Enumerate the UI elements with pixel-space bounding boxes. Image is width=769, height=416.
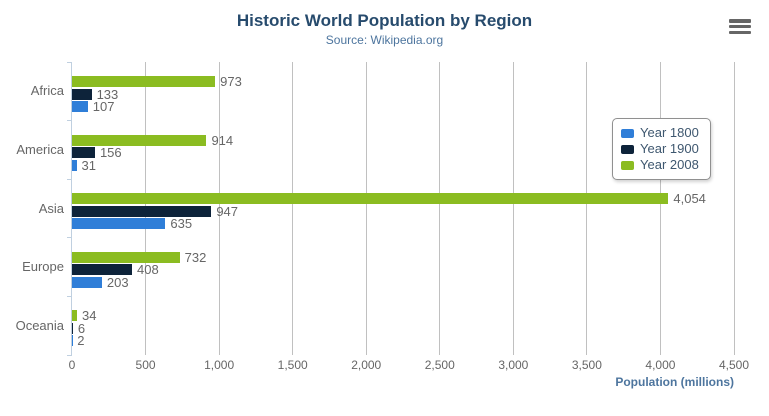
grid-line (218, 62, 220, 355)
data-label: 31 (81, 157, 97, 173)
y-axis-tick (67, 295, 72, 297)
grid-line (512, 62, 514, 355)
bar-year-2008[interactable] (72, 193, 669, 205)
x-axis-tick-label: 4,500 (718, 358, 750, 372)
grid-line (733, 62, 735, 355)
x-axis-tick-label: 500 (135, 358, 156, 372)
data-label: 133 (96, 86, 119, 102)
bar-year-1800[interactable] (72, 218, 166, 230)
hamburger-menu-icon (729, 30, 751, 34)
bar-year-2008[interactable] (72, 310, 77, 322)
bar-year-2008[interactable] (72, 251, 180, 263)
data-label: 4,054 (673, 191, 706, 207)
bar-year-2008[interactable] (72, 134, 207, 146)
y-axis-category-label: Oceania (15, 317, 64, 333)
data-label: 156 (99, 145, 122, 161)
chart-title: Historic World Population by Region (236, 11, 533, 30)
hamburger-menu-icon (729, 19, 751, 23)
data-label: 914 (211, 132, 234, 148)
x-axis-tick-label: 0 (68, 358, 76, 372)
y-axis-tick (67, 120, 72, 122)
y-axis-tick (67, 237, 72, 239)
data-label: 107 (92, 99, 115, 114)
x-axis-tick-label: 1,000 (204, 358, 235, 372)
grid-line (292, 62, 294, 355)
data-label: 973 (220, 74, 242, 89)
bar-year-1800[interactable] (72, 335, 73, 347)
data-label: 947 (216, 203, 239, 219)
context-menu-button[interactable] (729, 19, 751, 34)
data-label: 2 (77, 333, 85, 349)
legend: Year 1800 Year 1900 Year 2008 (612, 118, 711, 180)
legend-item-year-1800[interactable]: Year 1800 (621, 125, 699, 141)
data-label: 34 (82, 308, 97, 324)
y-axis-category-label: Asia (38, 200, 64, 216)
chart-subtitle: Source: Wikipedia.org (325, 33, 444, 47)
legend-label: Year 2008 (640, 157, 699, 172)
legend-item-year-2008[interactable]: Year 2008 (621, 157, 699, 173)
y-axis-line (71, 62, 72, 355)
x-axis-tick-label: 3,000 (498, 358, 529, 372)
y-axis-tick (67, 354, 72, 356)
bar-year-1900[interactable] (72, 147, 95, 159)
y-axis-category-label: Africa (30, 83, 64, 99)
y-axis-tick (67, 61, 72, 63)
grid-line (586, 62, 588, 355)
bar-year-1900[interactable] (72, 205, 212, 217)
legend-symbol (621, 144, 634, 154)
legend-symbol (621, 128, 634, 138)
x-axis-tick-label: 2,500 (424, 358, 455, 372)
data-label: 635 (170, 216, 193, 232)
x-axis-tick-label: 4,000 (645, 358, 676, 372)
bar-year-2008[interactable] (72, 76, 216, 87)
bar-year-1800[interactable] (72, 159, 77, 171)
hamburger-menu-icon (729, 24, 751, 29)
legend-label: Year 1800 (640, 125, 699, 140)
grid-line (439, 62, 441, 355)
x-axis-tick-label: 2,000 (351, 358, 382, 372)
bar-year-1900[interactable] (72, 322, 73, 334)
legend-symbol (621, 160, 634, 170)
x-axis-title: Population (millions) (615, 375, 734, 389)
grid-line (365, 62, 367, 355)
bar-year-1800[interactable] (72, 276, 102, 288)
data-label: 6 (77, 320, 86, 336)
data-label: 408 (137, 262, 159, 278)
bar-year-1800[interactable] (72, 101, 88, 112)
x-axis-tick-label: 1,500 (277, 358, 308, 372)
data-label: 203 (106, 274, 129, 290)
y-axis-category-label: Europe (22, 259, 64, 275)
grid-line (659, 62, 661, 355)
bar-year-1900[interactable] (72, 88, 92, 100)
y-axis-category-label: America (16, 141, 64, 157)
data-label: 732 (184, 249, 207, 265)
y-axis-tick (67, 178, 72, 180)
x-axis-tick-label: 3,500 (571, 358, 602, 372)
legend-item-year-1900[interactable]: Year 1900 (621, 141, 699, 157)
legend-label: Year 1900 (640, 141, 699, 156)
bar-year-1900[interactable] (72, 264, 133, 276)
